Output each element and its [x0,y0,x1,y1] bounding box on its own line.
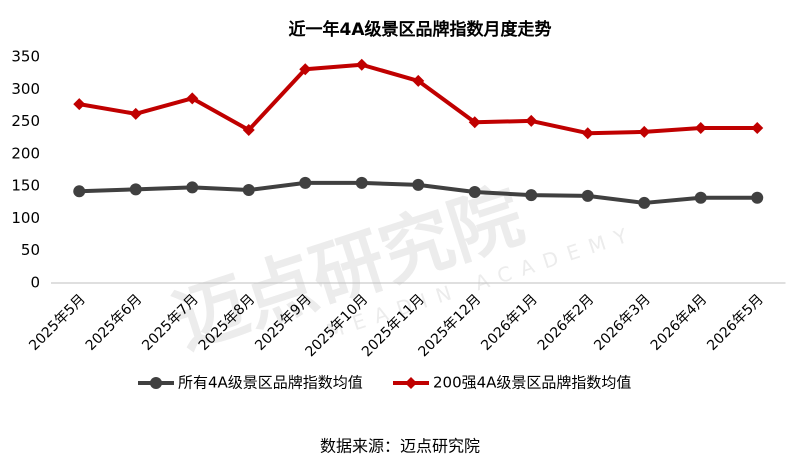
point [299,63,312,76]
legend-label: 200强4A级景区品牌指数均值 [433,374,631,392]
legend-label: 所有4A级景区品牌指数均值 [178,374,363,392]
legend-marker [405,377,417,389]
point [525,114,538,127]
point [751,191,764,204]
point [186,181,199,194]
point [694,191,707,204]
y-tick-label: 300 [11,80,40,98]
point [525,189,538,202]
point [468,185,481,198]
x-tick-label: 2025年5月 [26,291,89,354]
y-tick-label: 100 [11,209,40,227]
y-tick-label: 200 [11,144,40,162]
point [242,123,255,136]
x-tick-label: 2026年4月 [648,291,711,354]
point [751,122,764,135]
point [638,125,651,138]
chart-title: 近一年4A级景区品牌指数月度走势 [289,19,552,40]
source: 数据来源：迈点研究院 [320,437,480,456]
y-tick-label: 50 [21,241,40,259]
point [242,184,255,197]
point [412,74,425,87]
point [186,92,199,105]
point [468,116,481,129]
point [129,183,142,196]
y-tick-label: 350 [11,48,40,66]
x-tick-label: 2026年1月 [478,291,541,354]
y-tick-label: 0 [30,274,40,292]
x-tick-label: 2026年2月 [535,291,598,354]
y-tick-label: 150 [11,177,40,195]
point [129,107,142,120]
legend-marker [150,377,162,389]
point [581,127,594,140]
point [73,185,86,198]
y-tick-label: 250 [11,112,40,130]
point [412,178,425,191]
point [355,176,368,189]
point [355,58,368,71]
x-tick-label: 2025年6月 [83,291,146,354]
point [638,196,651,209]
point [581,189,594,202]
point [73,98,86,111]
point [299,176,312,189]
x-tick-label: 2026年5月 [704,291,767,354]
point [694,122,707,135]
x-tick-label: 2026年3月 [591,291,654,354]
